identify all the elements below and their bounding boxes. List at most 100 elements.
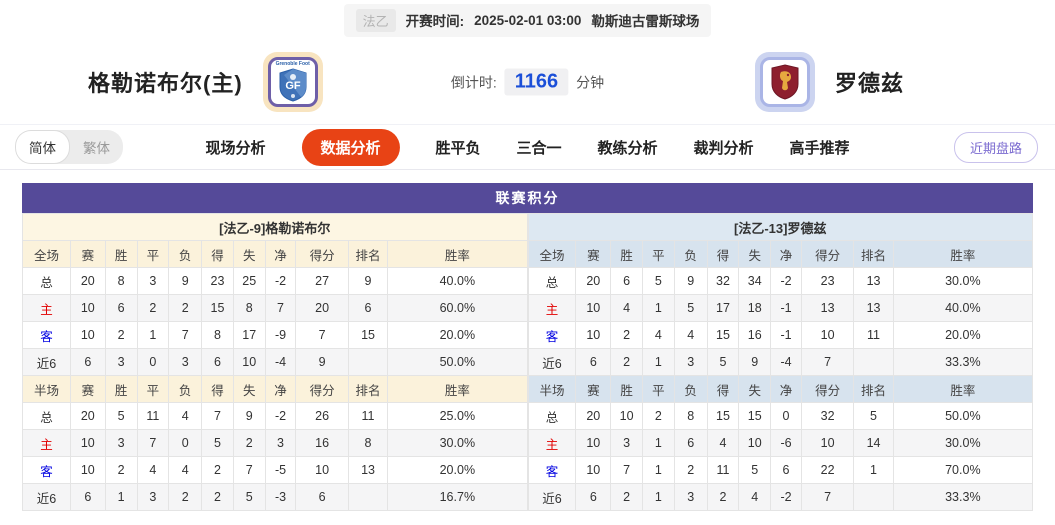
tab-bar: 简体 繁体 现场分析 数据分析 胜平负 三合一 教练分析 裁判分析 高手推荐 近期盘路 — [0, 125, 1055, 170]
column-header: 排名 — [853, 375, 894, 403]
stat-cell: 40.0% — [892, 294, 1034, 322]
stat-cell: 15 — [738, 402, 772, 430]
stat-cell: 26 — [295, 402, 349, 430]
stat-cell: 32 — [800, 402, 855, 430]
away-team-name: 罗德兹 — [835, 71, 905, 96]
stat-cell: 10 — [575, 456, 612, 484]
lang-simplified-option[interactable]: 简体 — [15, 130, 70, 164]
tab-expert-picks[interactable]: 高手推荐 — [789, 139, 850, 157]
stat-cell: 20 — [69, 267, 106, 295]
stat-cell: 11 — [347, 402, 389, 430]
stat-cell: 18 — [738, 294, 772, 322]
stat-cell: -3 — [264, 483, 297, 511]
stats-row: 客 10 2 1 7 8 17 -9 7 15 20.0% — [22, 321, 528, 349]
stat-cell: 16.7% — [387, 483, 528, 511]
stats-header-row: 全场赛胜平负得失净得分 排名 胜率 — [22, 240, 528, 268]
column-header: 全场 — [22, 240, 71, 268]
stat-cell: 6 — [575, 483, 612, 511]
stat-cell: 60.0% — [387, 294, 528, 322]
stat-cell: 14 — [853, 429, 894, 457]
top-info-bar: 法乙 开赛时间: 2025-02-01 03:00 勒斯迪古雷斯球场 — [0, 0, 1055, 40]
tab-coach-analysis[interactable]: 教练分析 — [597, 139, 658, 157]
stats-row: 总 20 5 11 4 7 9 -2 26 11 25.0% — [22, 402, 528, 430]
column-header: 负 — [673, 240, 708, 268]
column-header: 净 — [770, 240, 802, 268]
stat-cell: 0 — [770, 402, 802, 430]
tab-three-in-one[interactable]: 三合一 — [516, 139, 562, 157]
stat-cell: -2 — [770, 267, 802, 295]
stat-cell: 20 — [575, 402, 612, 430]
lang-traditional-option[interactable]: 繁体 — [83, 141, 110, 156]
home-team-stats-table: [法乙-9]格勒诺布尔 全场赛胜平负得失净得分 排名 胜率总 20 8 3 9 23 25 -2 27… — [22, 213, 528, 511]
stats-header-row: 半场赛胜平负得失净得分 排名 胜率 — [527, 375, 1034, 403]
column-header: 排名 — [853, 240, 894, 268]
stat-cell: 10 — [610, 402, 643, 430]
stat-cell: 6 — [295, 483, 349, 511]
stat-cell: 33.3% — [892, 483, 1034, 511]
stat-cell: 22 — [800, 456, 855, 484]
stat-cell: 6 — [104, 294, 138, 322]
team-table-title: [法乙-9]格勒诺布尔 — [22, 213, 528, 241]
column-header: 失 — [738, 375, 772, 403]
stat-cell: -6 — [770, 429, 802, 457]
away-team-block: 罗德兹 — [755, 52, 904, 112]
stat-cell: 15 — [201, 294, 234, 322]
recent-trend-button[interactable]: 近期盘路 — [953, 131, 1038, 163]
column-header: 净 — [264, 240, 297, 268]
column-header: 负 — [168, 240, 203, 268]
stat-cell: 20 — [295, 294, 349, 322]
away-shield-icon — [771, 64, 799, 100]
stat-cell: 10 — [295, 456, 349, 484]
tab-win-draw-loss[interactable]: 胜平负 — [435, 139, 481, 157]
stat-cell: 2 — [168, 294, 203, 322]
stat-cell: 33.3% — [892, 348, 1034, 376]
stat-cell: 10 — [575, 294, 612, 322]
stats-row: 近6 6 1 3 2 2 5 -3 6 16.7% — [22, 483, 528, 511]
column-header: 半场 — [527, 375, 577, 403]
column-header: 半场 — [22, 375, 71, 403]
stats-row: 总 20 8 3 9 23 25 -2 27 9 40.0% — [22, 267, 528, 295]
stat-cell: 30.0% — [387, 429, 528, 457]
column-header: 平 — [136, 375, 170, 403]
stats-row: 客 10 2 4 4 2 7 -5 10 13 20.0% — [22, 456, 528, 484]
stat-cell: 10 — [800, 429, 855, 457]
column-header: 胜率 — [387, 240, 528, 268]
stats-row: 近6 6 2 1 3 5 9 -4 7 33.3% — [527, 348, 1034, 376]
tab-data-analysis[interactable]: 数据分析 — [301, 128, 400, 166]
stat-cell: 20 — [575, 267, 612, 295]
stat-cell: 1 — [642, 348, 675, 376]
stat-cell: 9 — [347, 267, 389, 295]
column-header: 胜 — [104, 375, 138, 403]
home-team-block: 格勒诺布尔(主) Grenoble Foot GF — [88, 52, 323, 112]
stat-cell: 3 — [104, 429, 138, 457]
stat-cell: 3 — [136, 267, 170, 295]
stat-cell: 10 — [69, 456, 106, 484]
tab-referee-analysis[interactable]: 裁判分析 — [693, 139, 754, 157]
stat-cell: 4 — [706, 429, 740, 457]
stat-cell: 8 — [201, 321, 234, 349]
stat-cell: 10 — [575, 429, 612, 457]
stat-cell — [347, 483, 389, 511]
stat-cell: 7 — [610, 456, 643, 484]
analysis-tabs: 现场分析 数据分析 胜平负 三合一 教练分析 裁判分析 高手推荐 — [205, 128, 850, 166]
column-header: 得分 — [295, 240, 349, 268]
column-header: 失 — [738, 240, 772, 268]
stats-row: 总 20 6 5 9 32 34 -2 23 13 30.0% — [527, 267, 1034, 295]
away-team-stats-table: [法乙-13]罗德兹 全场赛胜平负得失净得分 排名 胜率总 20 6 5 9 32 34 -2 23 1… — [527, 213, 1034, 511]
stat-cell: 27 — [295, 267, 349, 295]
stat-cell: 1 — [642, 294, 675, 322]
tab-live-analysis[interactable]: 现场分析 — [205, 139, 266, 157]
language-toggle: 简体 繁体 — [15, 130, 123, 164]
stat-cell: 40.0% — [387, 267, 528, 295]
stat-cell: 7 — [201, 402, 234, 430]
stat-cell: 7 — [800, 348, 855, 376]
away-team-logo — [755, 52, 815, 112]
row-label: 主 — [22, 429, 71, 457]
column-header: 净 — [264, 375, 297, 403]
stat-cell: 9 — [295, 348, 349, 376]
stat-cell: -4 — [264, 348, 297, 376]
row-label: 客 — [22, 456, 71, 484]
match-header: 格勒诺布尔(主) Grenoble Foot GF 倒计时: 1166 分钟 — [0, 40, 1055, 125]
stat-cell: 2 — [610, 321, 643, 349]
row-label: 总 — [22, 267, 71, 295]
